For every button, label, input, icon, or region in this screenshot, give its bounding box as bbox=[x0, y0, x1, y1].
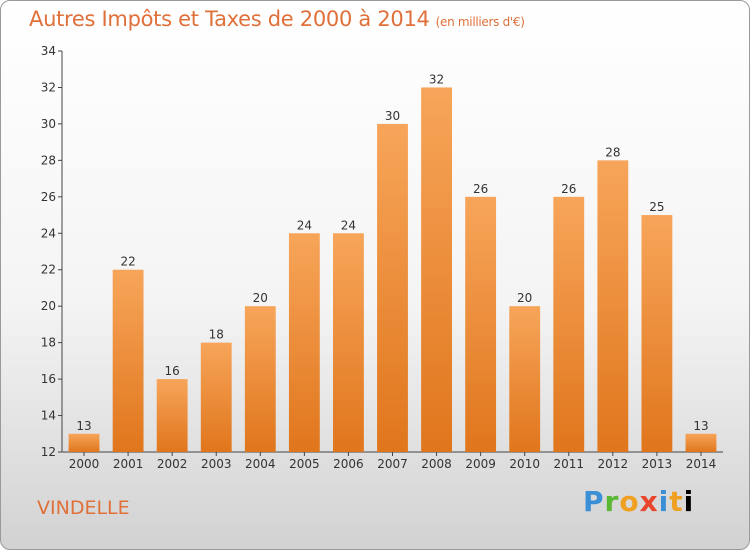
logo-letter: r bbox=[604, 485, 620, 518]
x-tick-label-2010: 2010 bbox=[509, 457, 540, 471]
value-label-2000: 13 bbox=[76, 419, 91, 433]
x-tick-label-2005: 2005 bbox=[289, 457, 320, 471]
x-tick-label-2009: 2009 bbox=[465, 457, 496, 471]
x-tick-label-2002: 2002 bbox=[157, 457, 188, 471]
y-tick-label: 24 bbox=[41, 226, 56, 240]
value-label-2004: 20 bbox=[253, 291, 268, 305]
bar-2014 bbox=[685, 433, 717, 452]
x-tick-label-2003: 2003 bbox=[201, 457, 232, 471]
y-tick-label: 22 bbox=[41, 263, 56, 277]
x-tick-label-2014: 2014 bbox=[686, 457, 717, 471]
bar-2003 bbox=[200, 342, 232, 452]
value-label-2006: 24 bbox=[341, 218, 356, 232]
x-tick-label-2000: 2000 bbox=[69, 457, 100, 471]
bar-2001 bbox=[112, 269, 144, 452]
y-tick-label: 20 bbox=[41, 299, 56, 313]
value-label-2012: 28 bbox=[605, 145, 620, 159]
value-label-2013: 25 bbox=[649, 200, 664, 214]
y-tick-label: 28 bbox=[41, 153, 56, 167]
bar-2005 bbox=[288, 233, 320, 452]
x-tick-label-2013: 2013 bbox=[642, 457, 673, 471]
axes: 12 14 16 18 20 22 24 26 28 30 32 34 2000 2001 2002 2003… bbox=[41, 44, 723, 471]
value-label-2014: 13 bbox=[693, 419, 708, 433]
logo-letter: i bbox=[658, 485, 670, 518]
x-tick-label-2008: 2008 bbox=[421, 457, 452, 471]
x-tick-label-2006: 2006 bbox=[333, 457, 364, 471]
logo-letter: i bbox=[683, 485, 695, 518]
bar-2008 bbox=[421, 87, 452, 453]
value-label-2009: 26 bbox=[473, 182, 488, 196]
logo-letter: x bbox=[639, 485, 659, 518]
value-label-2002: 16 bbox=[165, 364, 180, 378]
x-tick-label-2007: 2007 bbox=[377, 457, 408, 471]
bar-2010 bbox=[509, 306, 541, 452]
value-label-2005: 24 bbox=[297, 218, 312, 232]
bars: 13 22 16 18 20 24 24 30 32 26 20 26 28 25 13 bbox=[68, 72, 717, 453]
logo-letter: t bbox=[669, 485, 684, 518]
value-label-2007: 30 bbox=[385, 109, 400, 123]
x-tick-label-2001: 2001 bbox=[113, 457, 144, 471]
bar-2006 bbox=[333, 233, 364, 452]
x-tick-label-2004: 2004 bbox=[245, 457, 276, 471]
bar-2011 bbox=[553, 196, 585, 452]
value-label-2010: 20 bbox=[517, 291, 532, 305]
y-tick-label: 14 bbox=[41, 409, 56, 423]
value-label-2008: 32 bbox=[429, 72, 444, 86]
bar-2009 bbox=[465, 196, 497, 452]
bar-2012 bbox=[597, 160, 629, 452]
y-tick-label: 32 bbox=[41, 80, 56, 94]
y-tick-label: 30 bbox=[41, 117, 56, 131]
y-tick-label: 34 bbox=[41, 44, 56, 58]
chart-title: Autres Impôts et Taxes de 2000 à 2014 (en… bbox=[29, 7, 525, 31]
logo-letter: o bbox=[619, 485, 640, 518]
x-tick-label-2011: 2011 bbox=[553, 457, 584, 471]
chart-subtitle: (en milliers d'€) bbox=[435, 15, 525, 29]
y-tick-label: 16 bbox=[41, 372, 56, 386]
y-tick-label: 26 bbox=[41, 190, 56, 204]
bar-2004 bbox=[244, 306, 276, 452]
bar-2000 bbox=[68, 433, 100, 452]
bar-2002 bbox=[156, 379, 188, 452]
bar-2013 bbox=[641, 215, 673, 452]
y-tick-label: 18 bbox=[41, 336, 56, 350]
chart-title-text: Autres Impôts et Taxes de 2000 à 2014 bbox=[29, 7, 430, 31]
proxiti-logo: Proxiti bbox=[583, 485, 694, 518]
value-label-2003: 18 bbox=[209, 328, 224, 342]
y-tick-label: 12 bbox=[41, 445, 56, 459]
logo-letter: P bbox=[583, 485, 605, 518]
value-label-2001: 22 bbox=[120, 255, 135, 269]
bar-2007 bbox=[377, 123, 408, 452]
commune-name: VINDELLE bbox=[37, 497, 130, 519]
x-tick-label-2012: 2012 bbox=[598, 457, 629, 471]
value-label-2011: 26 bbox=[561, 182, 576, 196]
